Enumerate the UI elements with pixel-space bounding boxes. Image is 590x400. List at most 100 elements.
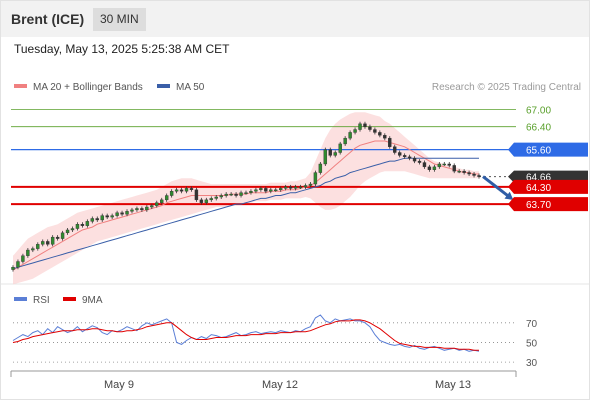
candle-body bbox=[105, 215, 109, 218]
copyright-text: Research © 2025 Trading Central bbox=[432, 82, 581, 93]
current-price-tag bbox=[508, 170, 588, 183]
candle-body bbox=[393, 146, 397, 153]
candle-body bbox=[60, 232, 65, 239]
ma20-legend-swatch bbox=[14, 84, 27, 88]
level-label-66.40: 66.40 bbox=[526, 123, 551, 134]
level-label-67.00: 67.00 bbox=[526, 105, 551, 116]
projection-arrow-head bbox=[504, 191, 514, 200]
candle-body bbox=[249, 191, 253, 193]
rsi-tick-label: 50 bbox=[526, 338, 538, 349]
candle-body bbox=[457, 170, 461, 173]
candle-body bbox=[219, 195, 223, 198]
candle-body bbox=[130, 209, 134, 212]
candle-body bbox=[323, 149, 328, 165]
timestamp: Tuesday, May 13, 2025 5:25:38 AM CET bbox=[14, 42, 230, 56]
candle-body bbox=[264, 188, 268, 192]
level-lines-group bbox=[11, 109, 516, 206]
candle-body bbox=[16, 261, 20, 268]
candle-body bbox=[194, 189, 199, 201]
instrument-title: Brent (ICE) bbox=[11, 11, 85, 27]
candle-body bbox=[363, 123, 367, 127]
current-price-label: 64.66 bbox=[526, 173, 551, 184]
candle-body bbox=[412, 158, 417, 162]
header-bar: Brent (ICE) 30 MIN bbox=[1, 1, 589, 37]
candle-body bbox=[427, 166, 432, 170]
candle-body bbox=[125, 211, 129, 215]
candle-body bbox=[437, 163, 442, 168]
projection-group bbox=[482, 175, 514, 200]
level-tag-63.70 bbox=[508, 197, 588, 212]
candle-body bbox=[472, 173, 476, 176]
bollinger-band bbox=[13, 112, 479, 285]
level-label-63.70: 63.70 bbox=[526, 200, 551, 211]
candle-body bbox=[378, 132, 382, 136]
rsi-legend-label: RSI bbox=[33, 295, 50, 306]
ma9-line bbox=[12, 319, 479, 351]
candle-body bbox=[100, 215, 104, 221]
candle-body bbox=[467, 172, 471, 175]
candle-body bbox=[189, 188, 194, 191]
candle-body bbox=[199, 199, 204, 203]
candle-body bbox=[274, 189, 278, 192]
candle-body bbox=[95, 218, 99, 221]
candle-body bbox=[477, 175, 481, 177]
candle-body bbox=[269, 189, 273, 192]
rsi-tick-label: 70 bbox=[526, 319, 538, 330]
x-tick-label: May 9 bbox=[104, 379, 134, 391]
candle-body bbox=[145, 206, 149, 211]
candle-body bbox=[373, 129, 377, 133]
candle-body bbox=[283, 186, 288, 189]
x-tick-label: May 13 bbox=[435, 379, 471, 391]
candle-body bbox=[308, 183, 313, 186]
candle-body bbox=[447, 163, 451, 166]
candle-body bbox=[90, 218, 95, 222]
candle-body bbox=[120, 212, 124, 215]
level-tag-65.60 bbox=[508, 142, 588, 157]
ma9-legend-label: 9MA bbox=[82, 295, 103, 306]
candle-body bbox=[343, 137, 347, 145]
level-label-65.60: 65.60 bbox=[526, 146, 551, 157]
candle-body bbox=[259, 188, 263, 191]
candle-body bbox=[417, 160, 422, 163]
candle-body bbox=[279, 188, 283, 191]
candle-body bbox=[293, 186, 298, 189]
candle-body bbox=[50, 236, 55, 245]
candle-body bbox=[155, 202, 159, 206]
x-tick-label: May 12 bbox=[262, 379, 298, 391]
candle-body bbox=[303, 185, 308, 188]
candle-body bbox=[358, 123, 362, 130]
candle-body bbox=[115, 212, 119, 216]
candle-body bbox=[353, 129, 357, 133]
candle-body bbox=[85, 221, 90, 226]
timeframe-button[interactable]: 30 MIN bbox=[93, 8, 146, 31]
candle-body bbox=[397, 152, 402, 156]
candle-body bbox=[21, 255, 25, 262]
rsi-panel-group: 70 50 30 bbox=[12, 314, 538, 369]
candle-body bbox=[135, 208, 139, 211]
candle-body bbox=[55, 236, 60, 239]
candle-body bbox=[402, 155, 407, 158]
candle-body bbox=[328, 149, 332, 156]
candle-body bbox=[388, 137, 392, 147]
candle-body bbox=[169, 191, 174, 196]
candle-body bbox=[254, 189, 258, 192]
ma20-legend-label: MA 20 + Bollinger Bands bbox=[33, 82, 143, 93]
ma9-legend-swatch bbox=[63, 297, 76, 301]
candle-body bbox=[110, 215, 114, 218]
candle-body bbox=[160, 199, 164, 203]
candle-body bbox=[234, 193, 238, 196]
candle-body bbox=[179, 189, 184, 192]
candle-body bbox=[239, 192, 243, 196]
candle-body bbox=[407, 156, 412, 159]
candle-body bbox=[333, 152, 337, 156]
candle-body bbox=[224, 193, 228, 196]
candle-body bbox=[383, 135, 387, 139]
candle-body bbox=[150, 205, 154, 208]
candle-body bbox=[214, 196, 218, 199]
candle-body bbox=[80, 224, 85, 226]
candle-body bbox=[313, 172, 318, 185]
candles-group bbox=[11, 121, 481, 272]
candle-body bbox=[452, 165, 456, 172]
candle-body bbox=[184, 188, 189, 192]
